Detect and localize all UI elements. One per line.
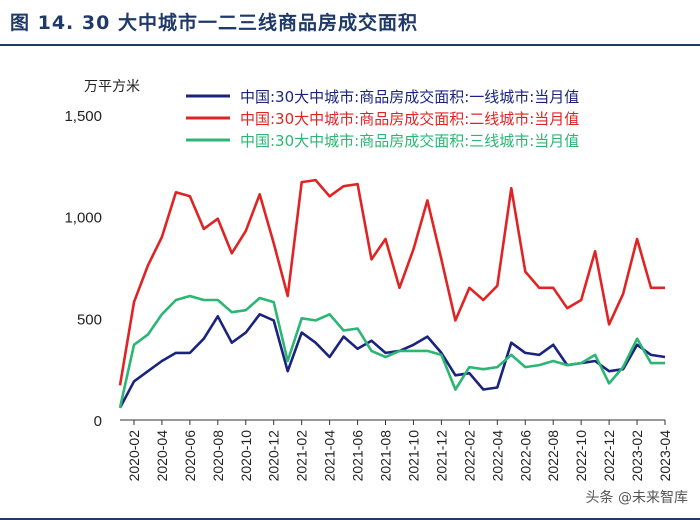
x-tick-label: 2021-04 (322, 430, 338, 482)
x-tick-label: 2020-08 (210, 430, 226, 482)
x-tick-label: 2021-10 (405, 430, 421, 482)
series-group (118, 178, 666, 409)
x-tick-label: 2022-04 (489, 430, 505, 482)
x-tick-label: 2022-02 (461, 430, 477, 482)
x-tick-label: 2021-02 (294, 430, 310, 482)
y-tick-label: 0 (94, 413, 102, 430)
series-line-tier2 (118, 178, 665, 386)
x-tick-label: 2022-06 (517, 430, 533, 482)
title-bar: 图 14. 30 大中城市一二三线商品房成交面积 (0, 0, 700, 46)
x-tick-label: 2022-12 (601, 430, 617, 482)
y-tick-label: 500 (77, 311, 102, 328)
axes-group: 万平方米 0 500 1,000 1,500 2020-02 2020-04 2020-06 2… (64, 79, 673, 481)
x-tick-label: 2021-06 (350, 430, 366, 482)
legend-entry-tier3: 中国:30大中城市:商品房成交面积:三线城市:当月值 (240, 132, 579, 150)
chart-title: 图 14. 30 大中城市一二三线商品房成交面积 (10, 12, 418, 34)
bottom-divider (0, 518, 700, 520)
x-tick-label: 2021-08 (378, 430, 394, 482)
x-tick-label: 2020-02 (126, 430, 142, 482)
legend-entry-tier1: 中国:30大中城市:商品房成交面积:一线城市:当月值 (240, 88, 579, 106)
x-tick-label: 2023-04 (657, 430, 673, 482)
y-axis-unit-label: 万平方米 (84, 79, 140, 95)
series-line-tier3 (118, 294, 665, 409)
x-tick-label: 2020-06 (182, 430, 198, 482)
watermark: 头条 @未来智库 (581, 486, 692, 508)
x-tick-label: 2020-12 (266, 430, 282, 482)
x-tick-label: 2020-10 (238, 430, 254, 482)
y-tick-label: 1,000 (64, 210, 102, 227)
x-tick-label: 2023-02 (629, 430, 645, 482)
x-tick-label: 2021-12 (433, 430, 449, 482)
x-tick-label: 2022-10 (573, 430, 589, 482)
x-tick-label: 2022-08 (545, 430, 561, 482)
legend: 中国:30大中城市:商品房成交面积:一线城市:当月值中国:30大中城市:商品房成… (186, 88, 579, 150)
legend-entry-tier2: 中国:30大中城市:商品房成交面积:二线城市:当月值 (240, 110, 579, 128)
x-tick-label: 2020-04 (154, 430, 170, 482)
y-tick-label: 1,500 (64, 108, 102, 125)
